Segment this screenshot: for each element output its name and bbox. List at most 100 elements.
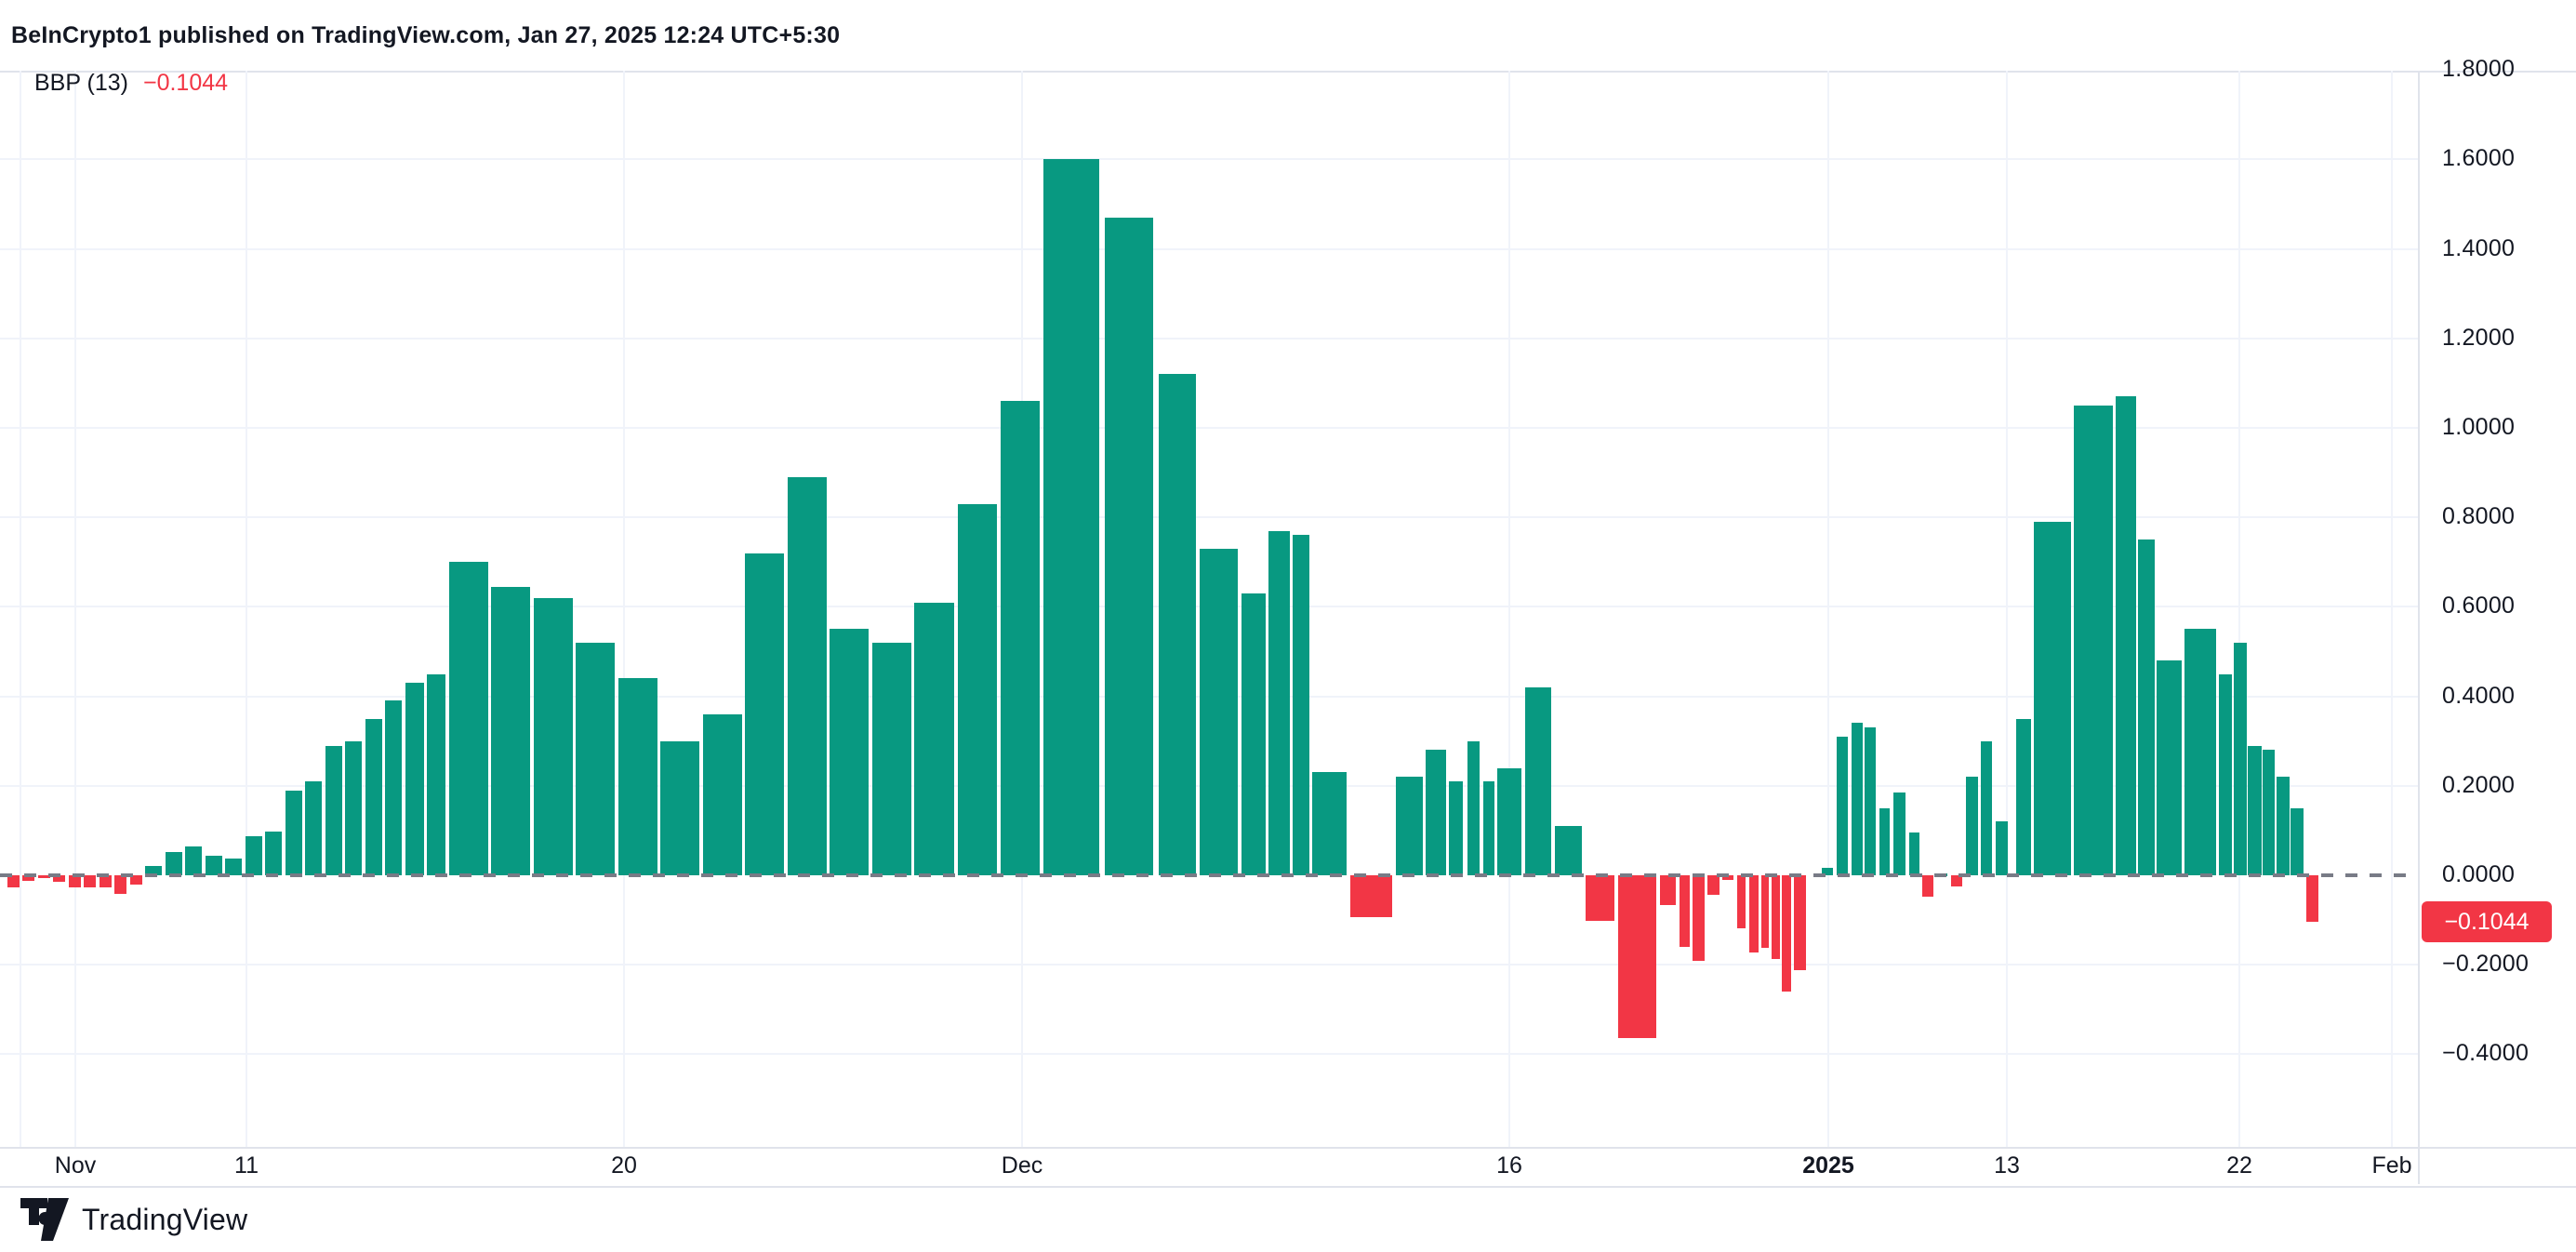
h-gridline: [0, 1053, 2418, 1056]
histogram-bar: [1312, 772, 1347, 875]
histogram-bar: [22, 875, 34, 881]
v-gridline: [2391, 71, 2393, 1147]
histogram-bar: [53, 875, 65, 882]
h-gridline: [0, 516, 2418, 519]
histogram-bar: [2016, 718, 2031, 875]
histogram-bar: [1525, 686, 1551, 875]
x-axis-label: Nov: [54, 1152, 97, 1179]
histogram-bar: [1693, 875, 1705, 961]
tradingview-logo-icon: [20, 1198, 69, 1241]
histogram-bar: [145, 865, 162, 875]
histogram-bar: [69, 875, 81, 888]
histogram-bar: [206, 856, 222, 875]
histogram-bar: [703, 713, 742, 875]
x-axis-label: 22: [2226, 1152, 2252, 1179]
histogram-bar: [958, 503, 997, 875]
histogram-bar: [872, 642, 911, 875]
histogram-bar: [427, 673, 445, 875]
y-axis-label: 0.4000: [2442, 682, 2516, 709]
histogram-bar: [745, 553, 784, 875]
y-axis-label: 0.0000: [2442, 861, 2516, 887]
v-gridline: [246, 71, 247, 1147]
last-value-badge: −0.1044: [2422, 901, 2552, 943]
histogram-bar: [1865, 727, 1876, 875]
histogram-bar: [166, 851, 182, 875]
indicator-value: −0.1044: [142, 69, 229, 96]
h-gridline: [0, 158, 2418, 161]
histogram-bar: [1618, 875, 1656, 1038]
histogram-bar: [265, 831, 282, 875]
histogram-bar: [1772, 875, 1780, 960]
zero-line: [0, 873, 2418, 877]
histogram-bar: [325, 745, 342, 875]
histogram-bar: [1043, 159, 1099, 875]
histogram-bar: [1449, 780, 1463, 875]
h-gridline: [0, 337, 2418, 340]
histogram-bar: [1268, 530, 1290, 875]
histogram-bar: [534, 597, 573, 875]
histogram-bar: [2157, 660, 2182, 875]
h-gridline: [0, 427, 2418, 429]
histogram-bar: [1981, 740, 1992, 875]
histogram-bar: [788, 476, 827, 875]
histogram-bar: [1242, 593, 1266, 875]
histogram-bar: [305, 780, 322, 875]
v-gridline: [623, 71, 625, 1147]
y-axis-label: 0.8000: [2442, 503, 2516, 530]
histogram-bar: [1951, 875, 1962, 887]
v-gridline: [2006, 71, 2008, 1147]
histogram-bar: [1794, 875, 1806, 971]
histogram-bar: [2306, 875, 2318, 923]
histogram-bar: [7, 875, 20, 887]
indicator-label[interactable]: BBP (13) −0.1044: [34, 67, 228, 99]
histogram-bar: [1467, 740, 1480, 875]
x-axis-label: 20: [611, 1152, 637, 1179]
x-axis[interactable]: Nov 11 20 Dec 16 2025 13 22 Feb: [0, 1147, 2576, 1184]
page-title: BeInCrypto1 published on TradingView.com…: [11, 21, 841, 48]
histogram-bar: [1909, 832, 1919, 875]
histogram-bar: [1396, 777, 1423, 875]
y-axis-label: −0.4000: [2442, 1040, 2530, 1067]
histogram-bar: [246, 835, 262, 875]
v-gridline: [1508, 71, 1510, 1147]
v-gridline: [1827, 71, 1829, 1147]
histogram-bar: [1893, 792, 1905, 875]
x-axis-separator: [0, 1147, 2576, 1149]
header-separator: [0, 71, 2576, 73]
y-axis-label: 1.4000: [2442, 234, 2516, 261]
histogram-bar: [914, 602, 954, 875]
histogram-bar: [1852, 723, 1863, 875]
h-gridline: [0, 964, 2418, 966]
histogram-bar: [1586, 875, 1614, 922]
histogram-bar: [618, 678, 657, 875]
chart-canvas[interactable]: [0, 71, 2418, 1147]
histogram-bar: [100, 875, 112, 887]
histogram-bar: [385, 700, 402, 875]
histogram-bar: [405, 683, 424, 875]
histogram-bar: [1822, 868, 1833, 875]
histogram-bar: [1922, 875, 1933, 898]
histogram-bar: [2184, 629, 2216, 875]
histogram-bar: [2277, 777, 2290, 875]
histogram-bar: [1879, 807, 1890, 875]
histogram-bar: [1350, 875, 1392, 918]
histogram-bar: [2291, 807, 2304, 875]
histogram-bar: [2116, 396, 2136, 875]
histogram-bar: [1837, 736, 1848, 875]
histogram-bar: [1483, 780, 1494, 875]
y-axis-label: 1.0000: [2442, 414, 2516, 440]
histogram-bar: [1497, 767, 1521, 875]
histogram-bar: [2219, 673, 2232, 875]
histogram-bar: [1200, 548, 1238, 875]
histogram-bar: [1749, 875, 1759, 952]
histogram-bar: [1426, 750, 1446, 875]
histogram-bar: [2138, 539, 2155, 875]
tradingview-logo[interactable]: TradingView: [20, 1198, 247, 1241]
histogram-bar: [2074, 405, 2113, 875]
y-axis[interactable]: 1.8000 1.6000 1.4000 1.2000 1.0000 0.8000 0.60…: [2418, 56, 2576, 1147]
tradingview-logo-text: TradingView: [82, 1202, 248, 1236]
histogram-bar: [491, 586, 530, 875]
v-gridline: [2238, 71, 2240, 1147]
histogram-bar: [114, 875, 126, 895]
